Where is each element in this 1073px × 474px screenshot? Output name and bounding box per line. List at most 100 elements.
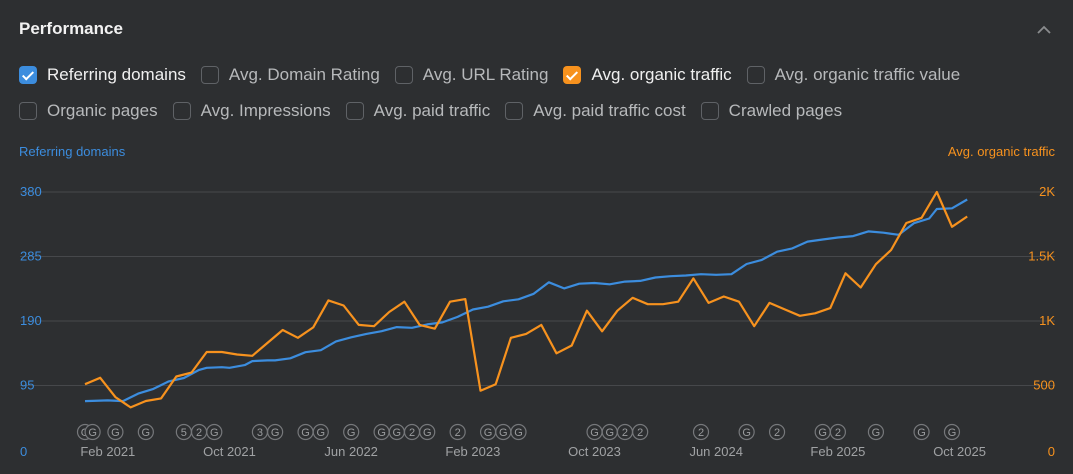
annotation-marker xyxy=(829,423,846,441)
annotation-marker xyxy=(206,423,223,441)
left-tick-label: 380 xyxy=(20,184,42,199)
checkbox-row: Organic pages Avg. Impressions Avg. paid t… xyxy=(19,98,1059,124)
right-tick-label: 1K xyxy=(1039,313,1055,328)
checkbox-label: Avg. Impressions xyxy=(200,101,331,120)
annotation-label: 2 xyxy=(637,427,643,439)
right-axis-title: Avg. organic traffic xyxy=(947,144,1055,159)
annotation-label: G xyxy=(316,427,325,439)
annotation-marker xyxy=(510,423,527,441)
checkbox-label: Referring domains xyxy=(47,65,186,84)
annotation-marker xyxy=(84,423,101,441)
annotation-label: G xyxy=(393,427,402,439)
checkbox-avg-paid-traffic-cost[interactable]: Avg. paid traffic cost xyxy=(505,101,686,121)
annotation-label: 2 xyxy=(622,427,628,439)
annotation-label: G xyxy=(142,427,151,439)
checkbox-avg-domain-rating[interactable]: Avg. Domain Rating xyxy=(200,65,380,85)
annotation-label: G xyxy=(514,427,523,439)
annotation-marker xyxy=(419,423,436,441)
x-tick-label: Feb 2023 xyxy=(445,444,500,459)
x-tick-label: Feb 2025 xyxy=(810,444,865,459)
annotation-label: G xyxy=(88,427,97,439)
annotation-marker xyxy=(943,423,961,441)
annotation-marker xyxy=(343,423,360,441)
annotation-label: G xyxy=(590,427,599,439)
right-tick-label: 1.5K xyxy=(1028,249,1055,264)
checkbox-empty-icon[interactable] xyxy=(19,102,37,120)
annotation-marker xyxy=(312,423,329,441)
checkbox-empty-icon[interactable] xyxy=(746,66,765,84)
checkbox-organic-pages[interactable]: Organic pages xyxy=(19,101,158,121)
checkbox-empty-icon[interactable] xyxy=(345,102,364,120)
chevron-up-icon[interactable] xyxy=(1035,21,1053,39)
annotation-label: 2 xyxy=(774,427,780,439)
annotation-label: 3 xyxy=(257,427,263,439)
annotation-label: G xyxy=(111,427,120,439)
checkbox-empty-icon[interactable] xyxy=(700,102,719,120)
annotation-label: 2 xyxy=(698,427,704,439)
annotation-label: G xyxy=(347,427,356,439)
annotation-label: G xyxy=(271,427,280,439)
checkbox-avg-impressions[interactable]: Avg. Impressions xyxy=(172,101,331,121)
checkbox-label: Avg. organic traffic xyxy=(591,65,732,84)
checkbox-label: Organic pages xyxy=(47,101,158,120)
annotation-marker xyxy=(738,423,755,441)
checkbox-empty-icon[interactable] xyxy=(172,102,191,120)
annotation-label: G xyxy=(742,427,751,439)
checkbox-label: Avg. paid traffic xyxy=(373,101,491,120)
checkbox-avg-paid-traffic[interactable]: Avg. paid traffic xyxy=(345,101,491,121)
x-tick-label: Oct 2021 xyxy=(203,444,256,459)
performance-chart[interactable]: 0 0 95 500 190 1K 285 1.5K 380 2K Feb 2021 Oct 2021… xyxy=(0,160,1073,474)
checkbox-empty-icon[interactable] xyxy=(505,102,524,120)
annotation-label: G xyxy=(499,427,508,439)
annotation-marker xyxy=(449,423,466,441)
annotation-label: 2 xyxy=(409,427,415,439)
checkbox-label: Avg. paid traffic cost xyxy=(533,101,686,120)
annotation-label: G xyxy=(605,427,614,439)
x-tick-label: Oct 2025 xyxy=(933,444,986,459)
left-tick-label: 95 xyxy=(20,378,34,393)
annotation-marker xyxy=(632,423,649,441)
organic-traffic-line xyxy=(84,190,968,409)
annotation-marker xyxy=(137,423,154,441)
annotation-label: G xyxy=(872,427,881,439)
annotation-marker xyxy=(913,423,930,441)
x-tick-label: Oct 2023 xyxy=(568,444,621,459)
checkbox-checked-icon[interactable] xyxy=(19,66,37,84)
left-tick-label: 285 xyxy=(20,249,42,264)
annotation-label: 2 xyxy=(455,427,461,439)
checkbox-label: Avg. URL Rating xyxy=(422,65,549,84)
referring-domains-line xyxy=(84,198,968,403)
annotation-marker xyxy=(768,423,786,441)
left-tick-label: 0 xyxy=(20,444,27,459)
page-title: Performance xyxy=(19,19,123,38)
checkbox-empty-icon[interactable] xyxy=(200,66,219,84)
annotation-label: G xyxy=(484,427,493,439)
annotation-label: G xyxy=(948,427,957,439)
annotation-label: G xyxy=(818,427,827,439)
x-tick-label: Jun 2024 xyxy=(689,444,743,459)
metric-checkboxes: Referring domains Avg. Domain Rating Avg. … xyxy=(19,62,1059,134)
right-tick-label: 2K xyxy=(1039,184,1055,199)
checkbox-avg-url-rating[interactable]: Avg. URL Rating xyxy=(394,65,549,85)
annotation-label: 5 xyxy=(181,427,187,439)
annotation-marker xyxy=(692,423,710,441)
annotation-label: G xyxy=(917,427,926,439)
checkbox-empty-icon[interactable] xyxy=(394,66,413,84)
annotation-label: G xyxy=(377,427,386,439)
checkbox-avg-organic-traffic-value[interactable]: Avg. organic traffic value xyxy=(746,65,961,85)
right-tick-label: 500 xyxy=(1033,378,1055,393)
left-tick-label: 190 xyxy=(20,313,42,328)
checkbox-row: Referring domains Avg. Domain Rating Avg. … xyxy=(19,62,1059,88)
x-tick-label: Jun 2022 xyxy=(324,444,378,459)
checkbox-avg-organic-traffic[interactable]: Avg. organic traffic xyxy=(563,65,732,85)
annotation-label: G xyxy=(423,427,432,439)
performance-header: Performance xyxy=(19,19,1053,43)
checkbox-label: Avg. Domain Rating xyxy=(228,65,380,84)
checkbox-crawled-pages[interactable]: Crawled pages xyxy=(700,101,842,121)
checkbox-label: Avg. organic traffic value xyxy=(774,65,961,84)
checkbox-referring-domains[interactable]: Referring domains xyxy=(19,65,186,85)
annotation-label: 2 xyxy=(835,427,841,439)
checkbox-checked-icon[interactable] xyxy=(563,66,582,84)
annotation-label: 2 xyxy=(196,427,202,439)
annotation-marker xyxy=(107,423,124,441)
